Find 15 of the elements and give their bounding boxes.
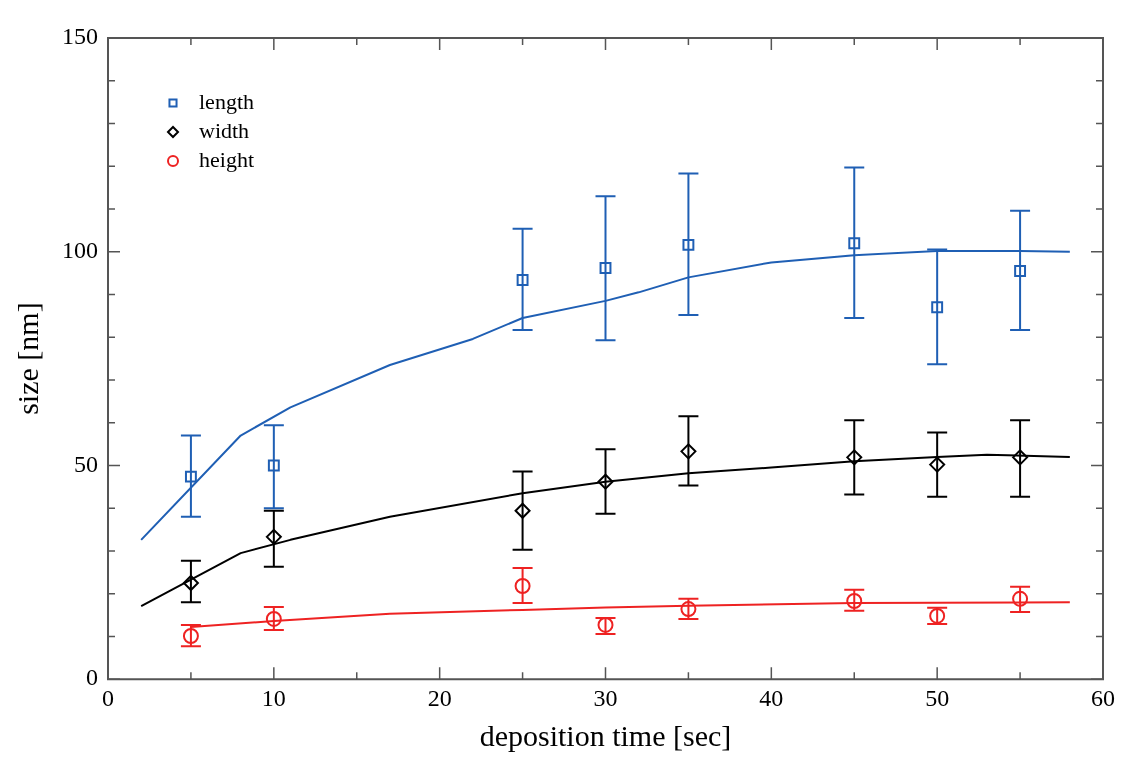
x-tick-label: 50 bbox=[925, 684, 950, 711]
y-tick-label: 50 bbox=[74, 450, 98, 477]
x-tick-label: 60 bbox=[1091, 684, 1115, 711]
legend-label: length bbox=[199, 88, 254, 114]
x-tick-label: 20 bbox=[427, 684, 452, 711]
y-tick-label: 0 bbox=[86, 664, 98, 691]
y-tick-label: 100 bbox=[62, 237, 98, 264]
x-axis-title: deposition time [sec] bbox=[479, 718, 732, 752]
x-tick-label: 10 bbox=[261, 684, 286, 711]
legend-label: height bbox=[199, 146, 254, 172]
y-tick-label: 150 bbox=[62, 23, 98, 50]
x-tick-label: 30 bbox=[593, 684, 618, 711]
legend-label: width bbox=[199, 117, 250, 143]
y-axis-title: size [nm] bbox=[10, 302, 44, 415]
x-tick-label: 40 bbox=[759, 684, 784, 711]
